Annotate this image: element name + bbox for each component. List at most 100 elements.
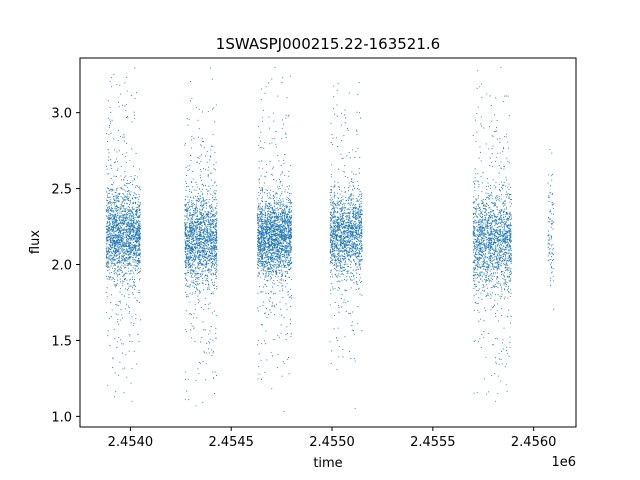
data-point <box>196 186 198 188</box>
data-point <box>137 226 139 228</box>
data-point <box>267 251 269 253</box>
data-point <box>109 207 111 209</box>
data-point <box>198 239 201 241</box>
data-point <box>120 267 123 269</box>
data-point <box>212 248 214 250</box>
data-point <box>186 272 188 274</box>
data-point <box>133 178 135 180</box>
data-point <box>187 259 189 261</box>
data-point <box>122 104 124 106</box>
data-point <box>131 246 133 249</box>
data-point <box>132 254 134 256</box>
data-point <box>109 240 111 242</box>
data-point <box>266 251 268 253</box>
data-point <box>202 280 204 282</box>
data-point <box>135 262 137 264</box>
data-point <box>258 255 260 257</box>
data-point <box>132 216 134 218</box>
data-point <box>136 300 138 302</box>
data-point <box>119 269 121 271</box>
data-point <box>129 200 131 202</box>
data-point <box>116 304 118 306</box>
data-point <box>185 264 187 266</box>
data-point <box>285 271 287 273</box>
data-point <box>122 153 124 155</box>
data-point <box>278 201 281 203</box>
data-point <box>123 281 125 283</box>
data-point <box>128 259 130 261</box>
data-point <box>136 230 138 232</box>
data-point <box>268 261 270 263</box>
data-point <box>110 132 112 134</box>
data-point <box>185 195 187 198</box>
data-point <box>187 226 189 229</box>
data-point <box>126 115 128 118</box>
data-point <box>190 155 192 157</box>
data-point <box>108 134 110 136</box>
data-point <box>202 267 204 270</box>
data-point <box>185 226 187 228</box>
data-point <box>109 224 111 226</box>
data-point <box>261 188 264 190</box>
data-point <box>125 236 127 238</box>
data-point <box>281 314 283 316</box>
data-point <box>138 226 140 228</box>
data-point <box>197 244 199 246</box>
data-point <box>184 143 187 145</box>
data-point <box>134 288 136 290</box>
data-point <box>120 244 122 246</box>
data-point <box>123 213 125 215</box>
data-point <box>136 207 138 209</box>
data-point <box>191 313 193 316</box>
data-point <box>207 287 209 289</box>
data-point <box>125 175 127 177</box>
data-point <box>119 255 121 258</box>
data-point <box>125 241 127 243</box>
data-point <box>123 134 125 136</box>
data-point <box>126 265 128 267</box>
data-point <box>260 224 262 226</box>
data-point <box>216 233 218 235</box>
data-point <box>116 235 118 237</box>
data-point <box>131 184 134 186</box>
data-point <box>193 255 195 258</box>
data-point <box>126 289 128 291</box>
data-point <box>129 247 131 249</box>
data-point <box>268 222 270 224</box>
data-point <box>191 191 193 193</box>
data-point <box>127 198 129 200</box>
data-point <box>285 133 287 135</box>
data-point <box>268 299 270 301</box>
data-point <box>138 222 140 224</box>
data-point <box>130 322 132 324</box>
data-point <box>195 242 197 244</box>
data-point <box>186 215 188 217</box>
data-point <box>198 373 200 375</box>
data-point <box>107 202 109 204</box>
data-point <box>193 207 195 209</box>
data-point <box>283 410 285 412</box>
data-point <box>211 238 213 240</box>
data-point <box>195 270 197 272</box>
data-point <box>139 279 141 281</box>
data-point <box>213 284 216 286</box>
data-point <box>135 238 137 240</box>
data-point <box>188 210 190 212</box>
data-point <box>119 207 121 209</box>
data-point <box>193 252 195 254</box>
data-point <box>186 216 188 219</box>
data-point <box>194 274 196 276</box>
data-point <box>258 248 260 250</box>
data-point <box>195 232 197 234</box>
data-point <box>129 242 131 244</box>
data-point <box>106 263 108 265</box>
data-point <box>124 367 126 369</box>
data-point <box>282 245 284 247</box>
data-point <box>123 267 125 269</box>
data-point <box>125 238 128 241</box>
data-point <box>106 278 108 280</box>
data-point <box>133 322 135 324</box>
data-point <box>130 191 132 193</box>
data-point <box>117 267 119 269</box>
